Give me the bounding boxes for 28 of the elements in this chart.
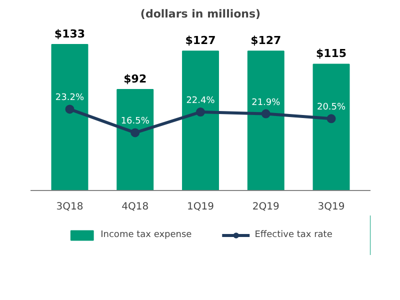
x-tick-label: 2Q19 — [252, 202, 280, 212]
point — [326, 114, 336, 124]
bar — [312, 64, 350, 190]
bar — [182, 50, 219, 190]
point — [130, 128, 140, 138]
data-label: 16.5% — [120, 116, 150, 127]
x-tick-label: 3Q19 — [318, 202, 345, 212]
data-label: $133 — [54, 27, 86, 40]
data-label: $127 — [250, 34, 282, 48]
point — [65, 104, 74, 114]
point — [196, 108, 205, 117]
data-label: 21.9% — [252, 98, 281, 108]
point — [261, 109, 270, 118]
bar — [116, 88, 154, 190]
bar — [51, 44, 88, 190]
x-tick-label: 4Q18 — [122, 202, 149, 212]
legend-label: Effective tax rate — [254, 230, 332, 240]
x-tick-label: 1Q19 — [187, 202, 214, 212]
bar — [247, 50, 284, 190]
data-label: 20.5% — [316, 102, 346, 113]
data-label: $127 — [185, 34, 216, 48]
data-label: $92 — [124, 72, 147, 86]
data-label: $115 — [316, 47, 347, 60]
chart-title: (dollars in millions) — [140, 8, 261, 20]
data-label: 22.4% — [186, 96, 216, 106]
x-tick-label: 3Q18 — [56, 202, 84, 212]
data-label: 23.2% — [55, 93, 84, 104]
legend-label: Income tax expense — [100, 230, 192, 240]
